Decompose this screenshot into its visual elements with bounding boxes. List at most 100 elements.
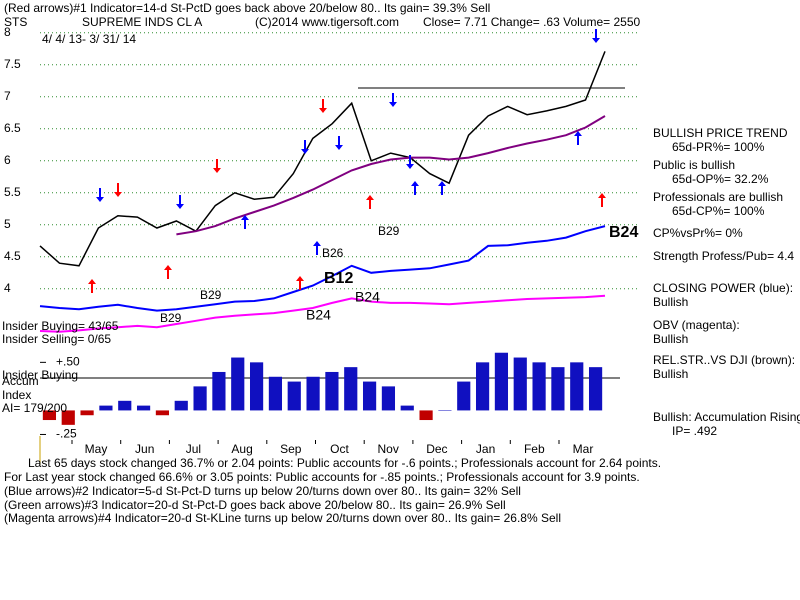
bar (551, 367, 565, 411)
x-tick-label: Mar (573, 442, 594, 456)
quote: Close= 7.71 Change= .63 Volume= 2550 (423, 15, 640, 29)
bar (513, 357, 527, 411)
bar (532, 362, 546, 411)
bar (494, 352, 509, 411)
bar (268, 376, 283, 411)
company: SUPREME INDS CL A (82, 15, 202, 29)
signal-arrow-head (114, 192, 122, 197)
bar (457, 381, 471, 411)
x-tick-label: May (85, 442, 108, 456)
copyright: (C)2014 www.tigersoft.com (255, 15, 399, 29)
bar (249, 362, 264, 411)
x-tick-label: Dec (426, 442, 447, 456)
x-tick-label: Jul (186, 442, 201, 456)
y-tick-label: 6.5 (4, 121, 21, 135)
bar (362, 381, 377, 411)
annotation: B29 (200, 288, 222, 302)
side-label: Public is bullish (653, 158, 735, 172)
footer-text: (Green arrows)#3 Indicator=20-d St-Pct-D… (4, 498, 506, 512)
footer-text: (Magenta arrows)#4 Indicator=20-d St-KLi… (4, 511, 561, 525)
signal-arrow-head (574, 131, 582, 136)
side-label: CP%vsPr%= 0% (653, 226, 743, 240)
annotation: B12 (324, 270, 353, 287)
left-label: Index (2, 388, 31, 402)
signal-arrow-head (88, 279, 96, 284)
bar (212, 371, 226, 411)
bar (419, 410, 433, 421)
annotation: B29 (378, 224, 400, 238)
bar (80, 410, 94, 416)
signal-arrow-head (598, 193, 606, 198)
signal-arrow-head (301, 149, 309, 154)
annotation: B24 (609, 224, 638, 241)
x-tick-label: Nov (378, 442, 399, 456)
side-label: 65d-PR%= 100% (672, 140, 765, 154)
series-line (39, 51, 606, 267)
signal-arrow-head (366, 195, 374, 200)
x-tick-label: Aug (231, 442, 252, 456)
left-label: AI= 179/200 (2, 401, 67, 415)
signal-arrow-head (96, 197, 104, 202)
x-tick-label: Jun (135, 442, 154, 456)
signal-arrow-head (213, 168, 221, 173)
signal-arrow-head (389, 102, 397, 107)
x-tick-label: Sep (280, 442, 302, 456)
signal-arrow-head (592, 38, 600, 43)
footer-text: For Last year stock changed 66.6% or 3.0… (4, 470, 640, 484)
bar (475, 362, 490, 411)
y-tick-label: 6 (4, 153, 11, 167)
x-tick-label: Oct (330, 442, 349, 456)
y-tick-label: 7.5 (4, 57, 21, 71)
annotation: B24 (355, 289, 380, 305)
series-line (176, 115, 606, 236)
left-label: Insider Buying= 43/65 (2, 319, 119, 333)
y-tick-label: 4 (4, 281, 11, 295)
signal-arrow-head (313, 241, 321, 246)
side-label: 65d-OP%= 32.2% (672, 172, 769, 186)
bar (174, 400, 188, 411)
bar (306, 376, 320, 411)
bar (400, 405, 414, 411)
side-label: Bullish (653, 367, 688, 381)
bar (231, 357, 245, 411)
bar (118, 400, 132, 411)
symbol: STS (4, 15, 27, 29)
bar (61, 410, 75, 425)
y-tick-label: 8 (4, 25, 11, 39)
side-label: BULLISH PRICE TREND (653, 126, 788, 140)
bar (588, 367, 603, 411)
y-tick-label: 4.5 (4, 249, 21, 263)
signal-arrow-head (296, 276, 304, 281)
signal-arrow-head (438, 181, 446, 186)
annotation: B26 (322, 246, 344, 260)
side-label: Professionals are bullish (653, 190, 783, 204)
bar (99, 405, 113, 411)
annotation: B24 (306, 307, 331, 323)
bar (155, 410, 170, 416)
series-line (39, 294, 606, 333)
footer-text: Last 65 days stock changed 36.7% or 2.04… (28, 456, 661, 470)
y-tick-label: +.50 (56, 355, 80, 369)
annotation: B29 (160, 311, 182, 325)
bar (570, 362, 584, 411)
side-label: IP= .492 (672, 424, 717, 438)
date-range: 4/ 4/ 13- 3/ 31/ 14 (42, 32, 136, 46)
footer-text: (Blue arrows)#2 Indicator=5-d St-Pct-D t… (4, 484, 521, 498)
bar (287, 381, 301, 411)
bar (438, 410, 452, 411)
bar (344, 367, 358, 411)
bar (42, 410, 57, 421)
bar (136, 405, 151, 411)
signal-arrow-head (241, 215, 249, 220)
signal-arrow-head (411, 181, 419, 186)
side-label: Strength Profess/Pub= 4.4 (653, 249, 794, 263)
bar (325, 371, 339, 411)
signal-arrow-head (335, 145, 343, 150)
side-label: Bullish (653, 332, 688, 346)
x-tick-label: Feb (524, 442, 545, 456)
signal-arrow-head (164, 265, 172, 270)
left-label: Insider Buying (2, 368, 78, 382)
left-label: Insider Selling= 0/65 (2, 332, 111, 346)
